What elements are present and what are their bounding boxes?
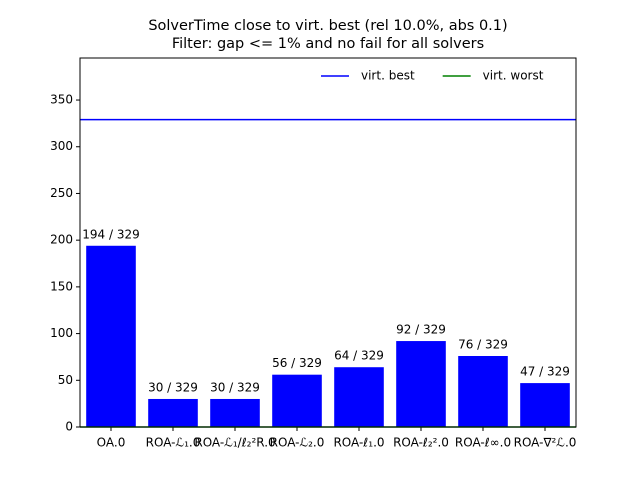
value-label: 30 / 329 [210,380,260,394]
x-tick-label: ROA-ℓ₁.0 [333,436,384,450]
x-tick-label: ROA-ℒ₁.0 [146,436,201,450]
bar [210,398,260,427]
value-label: 56 / 329 [272,356,322,370]
bar [458,356,508,427]
bar [148,398,198,427]
x-tick-label: OA.0 [97,436,126,450]
y-tick-label: 100 [50,326,73,340]
bar [86,245,136,427]
value-label: 64 / 329 [334,349,384,363]
legend-label: virt. best [361,69,415,83]
value-label: 92 / 329 [396,323,446,337]
bar [334,367,384,427]
y-tick-label: 50 [58,373,73,387]
y-tick-label: 350 [50,93,73,107]
y-tick-label: 150 [50,279,73,293]
bar [520,383,570,427]
bar [396,341,446,427]
bar [272,374,322,427]
plot-frame [79,57,577,428]
y-tick-label: 200 [50,233,73,247]
y-tick-label: 250 [50,186,73,200]
y-tick-label: 0 [65,420,73,434]
value-label: 47 / 329 [520,365,570,379]
x-tick-label: ROA-ℒ₁/ℓ₂²R.0 [194,436,275,450]
x-tick-label: ROA-ℓ∞.0 [455,436,511,450]
value-label: 194 / 329 [82,227,139,241]
x-tick-label: ROA-∇²ℒ.0 [514,436,577,450]
x-tick-label: ROA-ℒ₂.0 [270,436,325,450]
y-tick-label: 300 [50,139,73,153]
chart-title: SolverTime close to virt. best (rel 10.0… [148,18,507,34]
value-label: 76 / 329 [458,338,508,352]
legend-label: virt. worst [483,69,544,83]
chart-subtitle: Filter: gap <= 1% and no fail for all so… [172,36,484,52]
x-tick-label: ROA-ℓ₂².0 [393,436,449,450]
value-label: 30 / 329 [148,380,198,394]
